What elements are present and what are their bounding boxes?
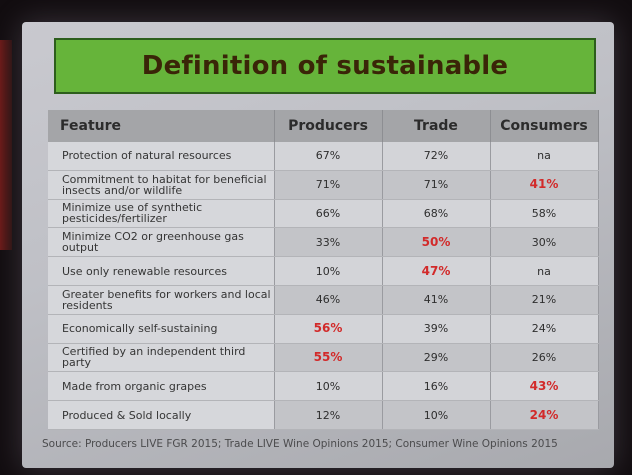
cell-producers: 10% [274, 256, 383, 286]
cell-producers: 56% [274, 314, 383, 344]
cell-feature: Minimize use of synthetic pesticides/fer… [48, 199, 275, 229]
cell-consumers: na [490, 256, 599, 286]
cell-consumers: 43% [490, 371, 599, 402]
cell-consumers: 21% [490, 285, 599, 315]
cell-consumers: 24% [490, 400, 599, 430]
table-row: Produced & Sold locally 12% 10% 24% [48, 400, 599, 430]
cell-feature: Minimize CO2 or greenhouse gas output [48, 227, 275, 258]
cell-trade: 41% [382, 285, 491, 315]
slide: Definition of sustainable Feature Produc… [22, 22, 614, 468]
cell-trade: 16% [382, 371, 491, 402]
comparison-table: Feature Producers Trade Consumers Protec… [48, 110, 599, 430]
cell-consumers: na [490, 142, 599, 171]
table-row: Minimize use of synthetic pesticides/fer… [48, 199, 599, 229]
col-header-trade: Trade [382, 110, 491, 142]
cell-trade: 39% [382, 314, 491, 344]
slide-title: Definition of sustainable [141, 51, 509, 81]
cell-trade: 29% [382, 343, 491, 373]
table-row: Made from organic grapes 10% 16% 43% [48, 371, 599, 402]
cell-feature: Made from organic grapes [48, 371, 275, 402]
cell-consumers: 58% [490, 199, 599, 229]
cell-producers: 55% [274, 343, 383, 373]
cell-trade: 10% [382, 400, 491, 430]
col-header-feature: Feature [48, 110, 275, 142]
table-row: Greater benefits for workers and local r… [48, 285, 599, 315]
cell-trade: 72% [382, 142, 491, 171]
cell-consumers: 30% [490, 227, 599, 258]
cell-consumers: 41% [490, 170, 599, 200]
cell-feature: Certified by an independent third party [48, 343, 275, 373]
table-row: Minimize CO2 or greenhouse gas output 33%… [48, 227, 599, 258]
table-row: Economically self-sustaining 56% 39% 24% [48, 314, 599, 344]
cell-feature: Protection of natural resources [48, 142, 275, 171]
cell-trade: 47% [382, 256, 491, 286]
cell-trade: 68% [382, 199, 491, 229]
table-body: Protection of natural resources 67% 72% na C… [48, 142, 599, 430]
cell-producers: 10% [274, 371, 383, 402]
table-row: Certified by an independent third party 5… [48, 343, 599, 373]
cell-producers: 67% [274, 142, 383, 171]
cell-trade: 50% [382, 227, 491, 258]
cell-feature: Greater benefits for workers and local r… [48, 285, 275, 315]
room-edge [0, 40, 12, 250]
cell-producers: 12% [274, 400, 383, 430]
table-row: Protection of natural resources 67% 72% na [48, 142, 599, 171]
table-row: Use only renewable resources 10% 47% na [48, 256, 599, 286]
cell-feature: Commitment to habitat for beneficial ins… [48, 170, 275, 200]
cell-feature: Use only renewable resources [48, 256, 275, 286]
col-header-producers: Producers [274, 110, 383, 142]
cell-producers: 33% [274, 227, 383, 258]
col-header-consumers: Consumers [490, 110, 599, 142]
cell-feature: Produced & Sold locally [48, 400, 275, 430]
cell-consumers: 24% [490, 314, 599, 344]
header-row: Feature Producers Trade Consumers [48, 110, 599, 142]
cell-trade: 71% [382, 170, 491, 200]
table-row: Commitment to habitat for beneficial ins… [48, 170, 599, 200]
cell-consumers: 26% [490, 343, 599, 373]
cell-feature: Economically self-sustaining [48, 314, 275, 344]
cell-producers: 71% [274, 170, 383, 200]
cell-producers: 46% [274, 285, 383, 315]
title-banner: Definition of sustainable [54, 38, 596, 94]
source-note: Source: Producers LIVE FGR 2015; Trade L… [42, 438, 558, 450]
cell-producers: 66% [274, 199, 383, 229]
